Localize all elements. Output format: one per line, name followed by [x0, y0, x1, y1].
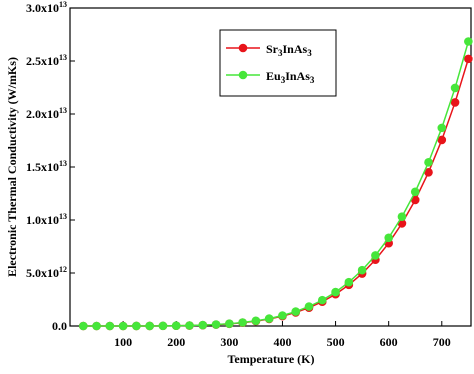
marker [397, 212, 407, 222]
legend-text-part: 3 [307, 48, 312, 58]
y-tick-label-exponent: 13 [59, 0, 67, 9]
x-tick-label: 600 [380, 335, 398, 349]
y-tick-label: 2.0x1013 [26, 106, 67, 121]
marker [450, 98, 460, 107]
marker [291, 307, 301, 316]
marker [384, 233, 393, 243]
marker [344, 277, 354, 287]
legend-marker [238, 70, 248, 80]
y-tick-label-base: 3.0x10 [26, 1, 59, 15]
marker [317, 295, 327, 305]
marker [238, 318, 247, 327]
y-tick-label-exponent: 13 [59, 106, 67, 115]
y-tick-label: 5.0x1012 [26, 265, 67, 280]
marker [185, 321, 194, 330]
y-tick-label-exponent: 13 [59, 159, 67, 168]
y-tick-label: 3.0x1013 [26, 0, 67, 15]
marker [198, 320, 208, 330]
legend-text-part: InAs [283, 42, 308, 56]
marker [450, 83, 460, 93]
y-tick-label-base: 1.0x10 [26, 213, 59, 227]
marker [211, 320, 221, 329]
marker [132, 321, 141, 331]
y-tick-label: 2.5x1013 [26, 53, 67, 68]
y-tick-label-base: 2.0x10 [26, 107, 59, 121]
legend-label: Sr3InAs3 [266, 42, 312, 58]
marker [158, 321, 168, 331]
x-tick-label: 500 [327, 335, 345, 349]
marker [78, 321, 88, 331]
marker [304, 302, 314, 311]
y-tick-label-base: 1.5x10 [26, 160, 59, 174]
y-tick-label: 1.5x1013 [26, 159, 67, 174]
legend-marker [238, 43, 248, 53]
legend-label: Eu3InAs3 [266, 69, 315, 85]
x-tick-label: 700 [433, 335, 451, 349]
y-tick-label-exponent: 12 [59, 265, 67, 274]
legend-text-part: 3 [310, 75, 315, 85]
marker [437, 123, 447, 133]
marker [410, 187, 420, 197]
y-tick-label-exponent: 13 [59, 53, 67, 62]
legend-text-part: InAs [285, 69, 310, 83]
y-axis-label: Electronic Thermal Conductivity (W/mKs) [5, 57, 19, 277]
marker [424, 158, 433, 167]
x-tick-label: 400 [273, 335, 291, 349]
y-tick-label-base: 2.5x10 [26, 54, 59, 68]
marker [464, 54, 473, 64]
y-tick-label-base: 0.0 [52, 319, 67, 333]
marker [171, 321, 181, 331]
y-tick-label: 1.0x1013 [26, 212, 67, 227]
marker [464, 37, 473, 46]
marker [145, 321, 154, 331]
marker [264, 314, 274, 323]
marker [410, 195, 420, 205]
x-axis-label: Temperature (K) [228, 352, 315, 366]
marker [225, 319, 234, 328]
marker [92, 321, 101, 331]
marker [118, 321, 128, 331]
x-tick-label: 100 [114, 335, 132, 349]
y-tick-label-exponent: 13 [59, 212, 67, 221]
y-tick-label: 0.0 [52, 319, 67, 333]
marker [371, 251, 380, 260]
marker [251, 316, 261, 326]
legend-box [219, 29, 337, 97]
legend-text-part: Eu [266, 69, 281, 83]
y-tick-label-base: 5.0x10 [26, 266, 59, 280]
marker [278, 311, 287, 320]
marker [105, 321, 115, 331]
marker [437, 135, 447, 145]
legend-text-part: 3 [278, 48, 283, 58]
marker [357, 265, 367, 275]
legend-text-part: Sr [266, 42, 279, 56]
series-line [83, 58, 470, 327]
marker [424, 168, 433, 177]
marker [331, 287, 340, 297]
x-tick-label: 300 [220, 335, 238, 349]
x-tick-label: 200 [167, 335, 185, 349]
legend-text-part: 3 [281, 75, 286, 85]
